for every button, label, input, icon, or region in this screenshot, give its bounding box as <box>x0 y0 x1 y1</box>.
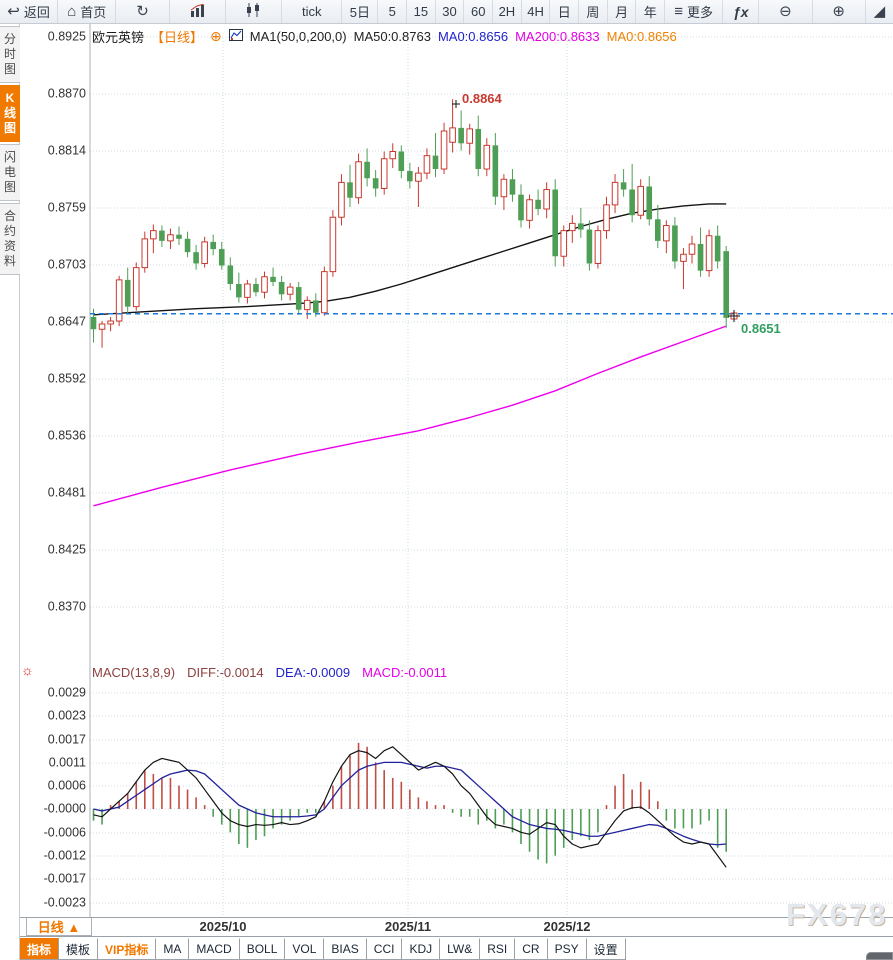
ma0-blue-value: MA0:0.8656 <box>437 29 509 44</box>
circle-plus-icon[interactable]: ⊕ <box>210 28 222 44</box>
x-axis-strip: 日线 ▲ 2025/10 2025/11 2025/12 <box>20 917 893 937</box>
x-axis-month-label: 2025/12 <box>543 919 591 934</box>
interval-5-label: 5 <box>388 4 396 19</box>
ma0-orange-value: MA0:0.8656 <box>606 29 677 44</box>
chart-type-sidebar: 分时图 K线图 闪电图 合约资料 <box>0 24 20 960</box>
corner-scroll-chip[interactable] <box>866 952 893 960</box>
indicator-tab-bar: 指标 模板 VIP指标 MA MACD BOLL VOL BIAS CCI KDJ LW& RSI CR… <box>0 938 893 960</box>
period-label: 【日线】 <box>151 30 204 45</box>
refresh-icon: ↻ <box>136 3 149 20</box>
x-axis-month-label: 2025/10 <box>199 919 247 934</box>
interval-day-label: 日 <box>557 5 571 20</box>
chart-canvas[interactable] <box>20 24 893 917</box>
x-axis-month-label: 2025/11 <box>384 919 432 934</box>
fx-indicator-button[interactable]: ƒx <box>723 0 760 23</box>
sidebar-chart-type-tab[interactable]: 合约资料 <box>0 203 20 275</box>
refresh-button[interactable]: ↻ <box>116 0 170 23</box>
tick-label: tick <box>302 4 322 19</box>
macd-header: MACD(13,8,9) DIFF:-0.0014 DEA:-0.0009 MA… <box>92 665 447 680</box>
interval-month-label: 月 <box>615 5 629 20</box>
tick-button[interactable]: tick <box>282 0 343 23</box>
indicator-tab[interactable]: RSI <box>480 938 516 960</box>
zoom-in-icon: ⊕ <box>832 3 845 20</box>
main-chart-header: 欧元英镑 【日线】 ⊕ MA1(50,0,200,0) MA50:0.8763 MA… <box>92 27 677 46</box>
macd-setting: MACD(13,8,9) <box>92 665 176 680</box>
ma-setting: MA1(50,0,200,0) <box>249 29 347 44</box>
ma50-value: MA50:0.8763 <box>353 29 431 44</box>
back-button[interactable]: ↩ 返回 <box>0 0 59 23</box>
interval-30-label: 30 <box>442 4 457 19</box>
period-selector-label: 日线 ▲ <box>37 920 81 935</box>
indicator-tab[interactable]: LW& <box>440 938 481 960</box>
interval-4h-label: 4H <box>527 4 544 19</box>
interval-2h-label: 2H <box>498 4 516 19</box>
indicator-tab[interactable]: 设置 <box>586 938 626 960</box>
symbol-name: 欧元英镑 <box>92 30 145 45</box>
ma200-value: MA200:0.8633 <box>515 29 600 44</box>
sidebar-chart-type-tab[interactable]: 分时图 <box>0 26 20 83</box>
interval-15-label: 15 <box>413 4 429 19</box>
sidebar-chart-type-tab[interactable]: K线图 <box>0 85 20 142</box>
dea-value: DEA:-0.0009 <box>275 665 351 680</box>
candle-chart-button[interactable] <box>226 0 283 23</box>
fx-icon: ƒx <box>732 3 749 20</box>
candle-chart-icon <box>246 3 261 20</box>
indicator-tab[interactable]: 指标 <box>20 938 60 960</box>
indicator-tab[interactable]: MA <box>156 938 190 960</box>
interval-month-button[interactable]: 月 <box>608 0 637 23</box>
interval-day-button[interactable]: 日 <box>550 0 580 23</box>
indicator-settings-sun-icon[interactable]: ☼ <box>21 662 34 678</box>
zoom-out-button[interactable]: ⊖ <box>759 0 813 23</box>
indicator-tab[interactable]: VOL <box>285 938 325 960</box>
macd-value: MACD:-0.0011 <box>362 665 448 680</box>
interval-year-button[interactable]: 年 <box>636 0 666 23</box>
bar-chart-icon <box>190 3 206 20</box>
interval-5-button[interactable]: 5 <box>378 0 408 23</box>
indicator-tab[interactable]: PSY <box>547 938 587 960</box>
interval-60-label: 60 <box>470 4 486 19</box>
indicator-tab[interactable]: BOLL <box>239 938 286 960</box>
more-button[interactable]: ≡ 更多 <box>665 0 724 23</box>
interval-15-button[interactable]: 15 <box>407 0 436 23</box>
back-arrow-icon: ↩ <box>7 3 20 20</box>
interval-2h-button[interactable]: 2H <box>493 0 522 23</box>
indicator-tab[interactable]: VIP指标 <box>98 938 157 960</box>
zoom-in-button[interactable]: ⊕ <box>813 0 866 23</box>
indicator-tab[interactable]: BIAS <box>324 938 367 960</box>
top-toolbar: ↩ 返回 ⌂ 首页 ↻ tick 5日 5 15 30 60 2H 4H 日 周 <box>0 0 893 24</box>
indicator-tab[interactable]: 模板 <box>59 938 99 960</box>
interval-week-label: 周 <box>586 5 600 20</box>
home-icon: ⌂ <box>67 3 77 20</box>
interval-60-button[interactable]: 60 <box>464 0 494 23</box>
interval-year-label: 年 <box>643 5 657 20</box>
indicator-tab[interactable]: MACD <box>189 938 240 960</box>
home-button[interactable]: ⌂ 首页 <box>58 0 117 23</box>
interval-4h-button[interactable]: 4H <box>522 0 551 23</box>
back-label: 返回 <box>23 5 50 20</box>
mini-chart-icon[interactable] <box>228 29 243 44</box>
home-label: 首页 <box>80 5 107 20</box>
draw-tool-icon: ◢ <box>873 3 886 20</box>
period-selector[interactable]: 日线 ▲ <box>26 918 92 936</box>
more-label: 更多 <box>687 5 714 20</box>
sidebar-chart-type-tab[interactable]: 闪电图 <box>0 144 20 201</box>
indicator-tab[interactable]: CR <box>515 938 548 960</box>
indicator-tabs: 指标 模板 VIP指标 MA MACD BOLL VOL BIAS CCI KDJ LW& RSI CR… <box>20 938 626 960</box>
interval-week-button[interactable]: 周 <box>579 0 608 23</box>
interval-30-button[interactable]: 30 <box>436 0 465 23</box>
zoom-out-icon: ⊖ <box>779 3 792 20</box>
hamburger-icon: ≡ <box>674 3 684 20</box>
bar-chart-button[interactable] <box>170 0 227 23</box>
indicator-tab[interactable]: KDJ <box>402 938 441 960</box>
range-5d-label: 5日 <box>349 5 370 20</box>
indicator-tab[interactable]: CCI <box>366 938 403 960</box>
draw-tool-button[interactable]: ◢ <box>866 0 893 23</box>
range-5d-button[interactable]: 5日 <box>342 0 379 23</box>
diff-value: DIFF:-0.0014 <box>187 665 264 680</box>
